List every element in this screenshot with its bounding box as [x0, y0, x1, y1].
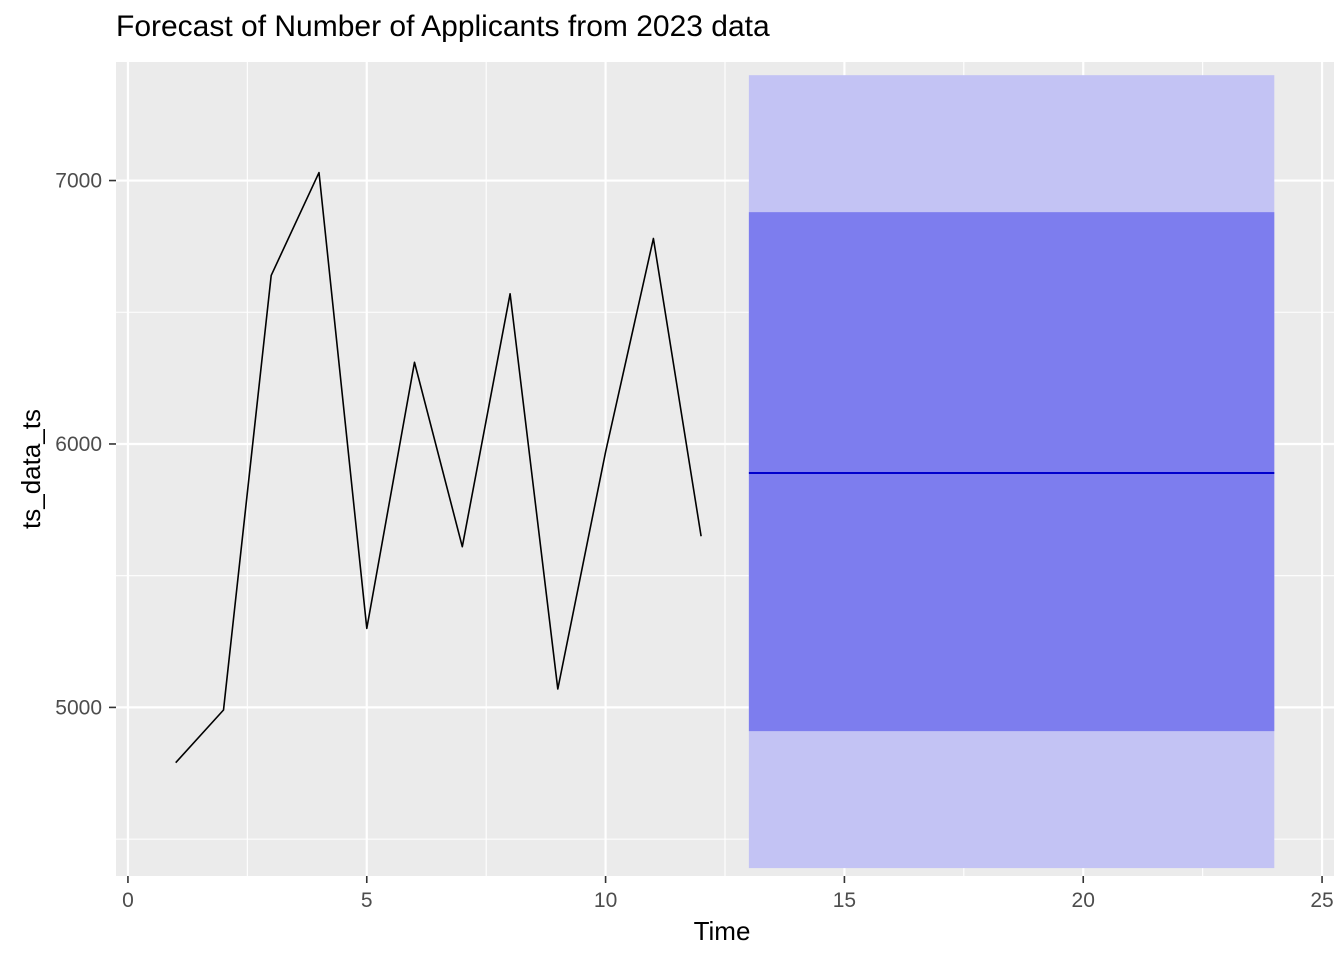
- y-axis-label: ts_data_ts: [16, 409, 46, 529]
- x-tick-label: 10: [594, 889, 617, 912]
- x-axis-label: Time: [694, 916, 751, 946]
- x-axis: 0 5 10 15 20 25: [122, 876, 1334, 912]
- y-tick-label: 7000: [55, 170, 102, 193]
- x-tick-label: 0: [122, 889, 134, 912]
- x-tick-label: 20: [1072, 889, 1095, 912]
- forecast-band-80: [748, 212, 1275, 732]
- x-tick-label: 15: [833, 889, 856, 912]
- y-tick-label: 6000: [55, 433, 102, 456]
- x-tick-label: 5: [361, 889, 373, 912]
- grid-major: [116, 62, 1334, 876]
- y-axis: 5000 6000 7000: [55, 170, 116, 719]
- observed-series: [175, 171, 702, 764]
- prediction-interval-80: [748, 212, 1275, 732]
- y-tick-label: 5000: [55, 696, 102, 719]
- observed-line: [175, 171, 702, 764]
- chart-title: Forecast of Number of Applicants from 20…: [116, 10, 770, 43]
- x-tick-label: 25: [1310, 889, 1333, 912]
